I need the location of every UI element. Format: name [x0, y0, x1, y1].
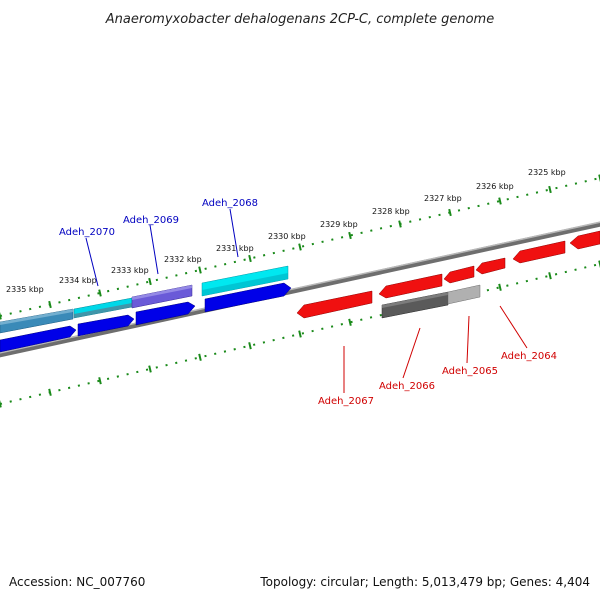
- gene-label-adeh-2067[interactable]: Adeh_2067: [318, 396, 374, 407]
- scale-upper-major-tick-0: [0, 312, 2, 320]
- scale-upper-major-tick-8: [398, 220, 402, 228]
- scale-upper-major-tick-6: [298, 243, 302, 251]
- scale-lower-major-tick-3: [148, 365, 152, 373]
- tick-label-2328: 2328 kbp: [372, 207, 410, 216]
- reverse-strand-lower: [381, 284, 481, 319]
- reverse-arrow-5[interactable]: [512, 240, 566, 264]
- gene-label-leaders: [85, 208, 528, 393]
- scale-upper-major-tick-5: [248, 254, 252, 263]
- gene-adeh-2066-highlight: [382, 292, 448, 308]
- tick-labels: 2325 kbp 2326 kbp 2327 kbp 2328 kbp 2329…: [6, 168, 566, 294]
- gene-label-adeh-2069[interactable]: Adeh_2069: [123, 215, 179, 226]
- reverse-arrow-1[interactable]: [296, 290, 373, 319]
- scale-upper-major-tick-1: [48, 300, 52, 309]
- scale-upper-major-tick-10: [498, 197, 502, 205]
- gene-label-adeh-2070[interactable]: Adeh_2070: [59, 227, 115, 238]
- scale-lower-major-tick-2: [98, 377, 102, 385]
- footer-summary: Topology: circular; Length: 5,013,479 bp…: [259, 575, 590, 589]
- footer-accession: Accession: NC_007760: [9, 575, 145, 589]
- reverse-arrow-3[interactable]: [443, 265, 475, 284]
- forward-strand-inner: [0, 282, 292, 353]
- gene-adeh-2070-highlight: [0, 309, 73, 325]
- scale-upper-major-tick-7: [348, 231, 352, 240]
- tick-label-2332: 2332 kbp: [164, 255, 202, 264]
- tick-label-2329: 2329 kbp: [320, 220, 358, 229]
- gene-label-adeh-2066[interactable]: Adeh_2066: [379, 381, 435, 392]
- forward-arrow-3[interactable]: [135, 301, 196, 326]
- tick-label-2326: 2326 kbp: [476, 182, 514, 191]
- reverse-arrow-4[interactable]: [475, 257, 506, 275]
- gene-adeh-2068-shadow: [202, 273, 288, 296]
- tick-label-2325: 2325 kbp: [528, 168, 566, 177]
- scale-lower-major-tick-5: [248, 342, 252, 350]
- gene-adeh-2069-highlight: [132, 285, 192, 300]
- forward-arrow-2[interactable]: [77, 314, 135, 337]
- scale-lower-major-tick-6: [298, 330, 302, 338]
- scale-lower-major-tick-11: [548, 272, 552, 280]
- scale-lower-major-tick-4: [198, 353, 202, 361]
- tick-label-2334: 2334 kbp: [59, 276, 97, 285]
- scale-lower-major-tick-1: [48, 388, 52, 396]
- scale-upper-major-tick-2: [98, 289, 102, 297]
- gene-label-adeh-2064[interactable]: Adeh_2064: [501, 351, 557, 362]
- gene-labels: Adeh_2070 Adeh_2069 Adeh_2068 Adeh_2067 …: [59, 198, 557, 407]
- reverse-strand-upper: [296, 230, 600, 319]
- scale-upper-major-tick-11: [548, 185, 552, 194]
- scale-upper-major-tick-3: [148, 277, 152, 286]
- forward-arrow-1[interactable]: [0, 325, 77, 353]
- reverse-arrow-6[interactable]: [569, 230, 600, 250]
- scale-upper-major-tick-12: [598, 174, 600, 182]
- scale-upper: [0, 174, 600, 320]
- scale-lower-major-tick-10: [498, 283, 502, 291]
- tick-label-2333: 2333 kbp: [111, 266, 149, 275]
- tick-label-2330: 2330 kbp: [268, 232, 306, 241]
- reverse-arrow-2[interactable]: [378, 273, 443, 299]
- tick-label-2327: 2327 kbp: [424, 194, 462, 203]
- gene-label-adeh-2068[interactable]: Adeh_2068: [202, 198, 258, 209]
- gene-adeh-2065-box[interactable]: [447, 284, 481, 305]
- forward-strand-outer: [0, 265, 289, 334]
- forward-arrow-4[interactable]: [204, 282, 292, 313]
- gene-label-adeh-2065[interactable]: Adeh_2065: [442, 366, 498, 377]
- tick-label-2331: 2331 kbp: [216, 244, 254, 253]
- scale-upper-major-tick-9: [448, 208, 452, 217]
- scale-upper-major-tick-4: [198, 266, 202, 274]
- scale-lower-major-tick-12: [598, 260, 600, 268]
- scale-lower-major-tick-7: [348, 318, 352, 326]
- gene-adeh-2070-box-shadow: [74, 303, 132, 318]
- tick-label-2335: 2335 kbp: [6, 285, 44, 294]
- scale-lower-major-tick-0: [0, 400, 2, 408]
- map-title: Anaeromyxobacter dehalogenans 2CP-C, com…: [105, 12, 494, 27]
